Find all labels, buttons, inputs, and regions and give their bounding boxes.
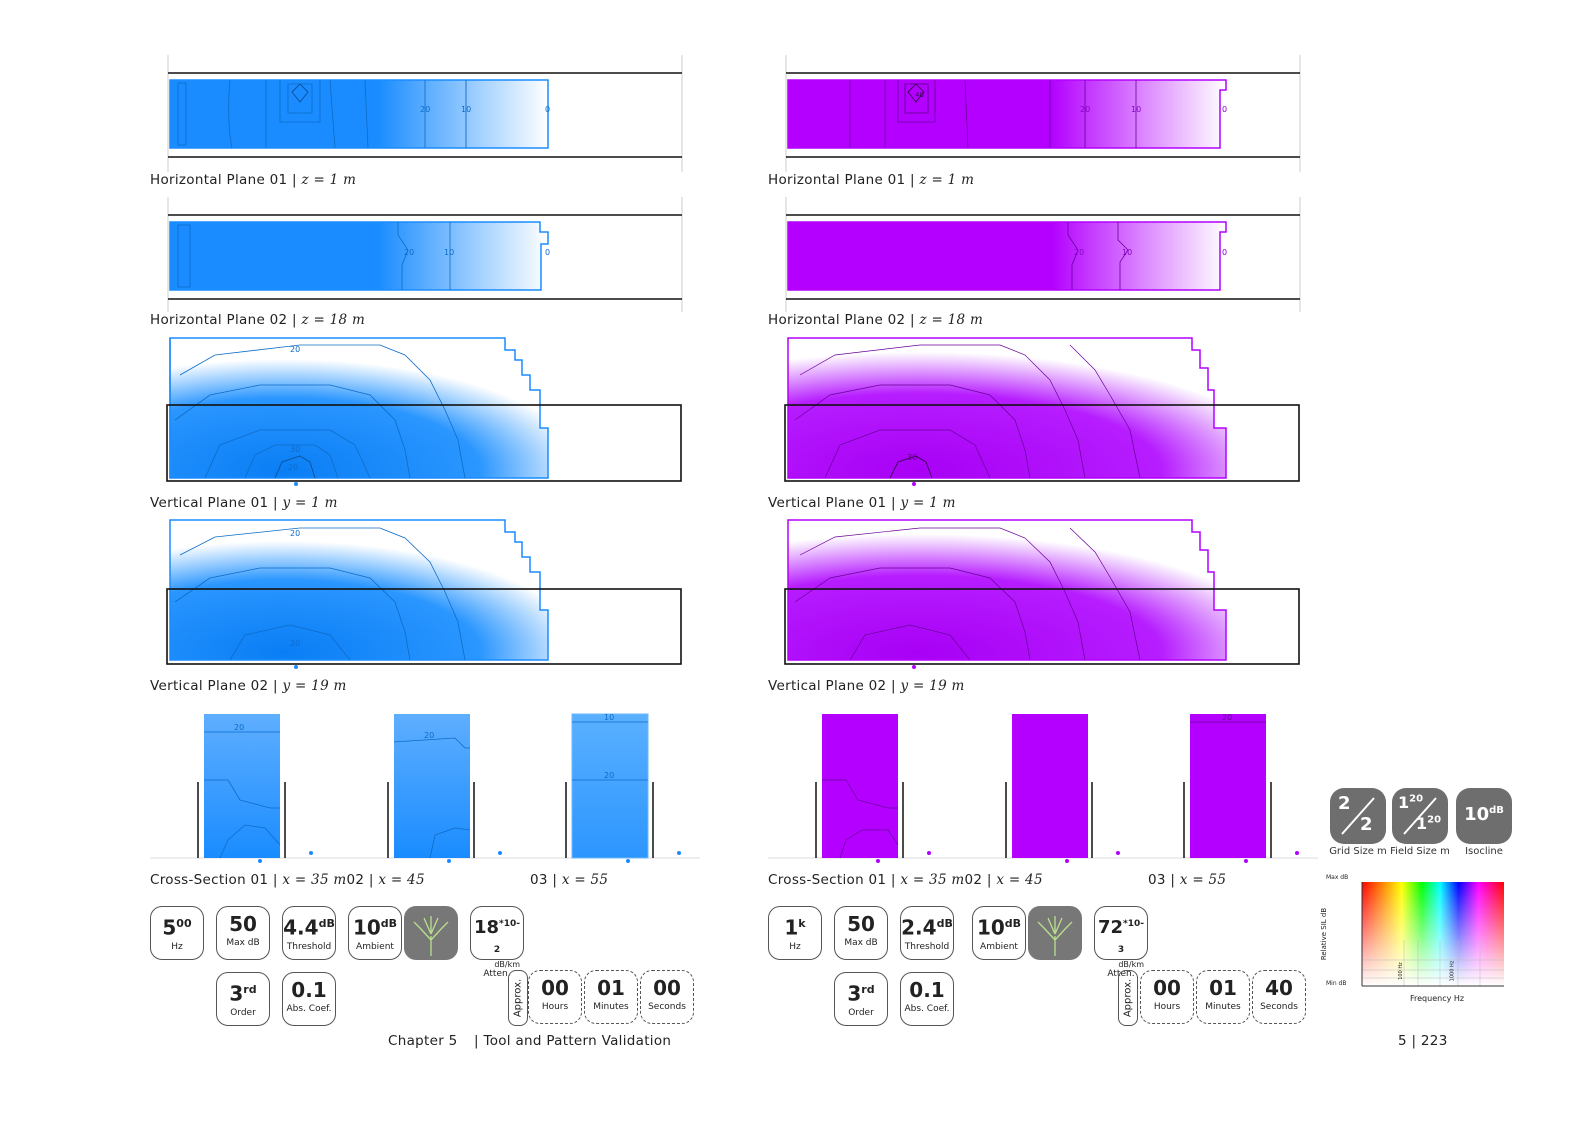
footer-section: | Tool and Pattern Validation: [474, 1033, 672, 1049]
right-approx-tag: Approx.: [1118, 970, 1138, 1026]
right-ambient-badge: 10dB Ambient: [972, 906, 1026, 960]
right-h2-label-20: 20: [1074, 248, 1084, 257]
spectrum-max-label: Max dB: [1326, 874, 1349, 881]
tree-icon: [404, 906, 458, 960]
left-frequency-badge: 500 Hz: [150, 906, 204, 960]
spectrum-min-label: Min dB: [1326, 980, 1347, 987]
right-v1-caption: Vertical Plane 01 | y = 1 m: [768, 495, 956, 511]
left-minutes-badge: 01 Minutes: [584, 970, 638, 1024]
right-h1-caption: Horizontal Plane 01 | z = 1 m: [768, 172, 975, 188]
left-h2-label-0: 0: [545, 248, 550, 257]
tree-icon: [1028, 906, 1082, 960]
left-order-badge: 3rd Order: [216, 972, 270, 1026]
right-minutes-badge: 01 Minutes: [1196, 970, 1250, 1024]
right-vertical-plane-02: [784, 519, 1300, 669]
right-threshold-badge: 2.4dB Threshold: [900, 906, 954, 960]
left-seconds-badge: 00 Seconds: [640, 970, 694, 1024]
right-v2-caption: Vertical Plane 02 | y = 19 m: [768, 678, 965, 694]
left-cs-label-d: 20: [604, 771, 614, 780]
right-seconds-badge: 40 Seconds: [1252, 970, 1306, 1024]
right-cs3-caption: 03 | x = 55: [1148, 872, 1227, 888]
right-cs-label: 20: [1222, 713, 1232, 722]
spectrum-x-label: Frequency Hz: [1410, 994, 1465, 1003]
right-v1-label: 30: [907, 453, 917, 462]
right-vertical-plane-01: 30: [784, 337, 1300, 486]
left-h2-caption: Horizontal Plane 02 | z = 18 m: [150, 312, 366, 328]
right-order-badge: 3rd Order: [834, 972, 888, 1026]
left-cs-label-c: 10: [604, 713, 614, 722]
spectrum-tick-1000: 1000 Hz: [1449, 960, 1456, 982]
left-h2-label-10: 10: [444, 248, 454, 257]
left-h1-label-10: 10: [461, 105, 471, 114]
right-h1-label-10: 10: [1131, 105, 1141, 114]
right-h1-label-20: 20: [1080, 105, 1090, 114]
left-cs-label-b: 20: [424, 731, 434, 740]
spectrum-y-label: Relative SIL dB: [1320, 907, 1329, 961]
right-cs-caption: Cross-Section 01 | x = 35 m02 | x = 45: [768, 872, 1043, 888]
left-horizontal-plane-01: 20 10 0: [167, 55, 683, 172]
frequency-spectrum-legend: [1361, 882, 1504, 987]
right-horizontal-plane-02: 20 10 0: [785, 197, 1301, 312]
spectrum-tick-100: 100 Hz: [1397, 962, 1404, 980]
left-cross-sections: 20 20 10 20: [150, 713, 700, 863]
right-h1-label-0: 0: [1222, 105, 1227, 114]
right-maxdb-badge: 50 Max dB: [834, 906, 888, 960]
left-v1-label-a: 20: [290, 345, 300, 354]
left-v1-label-c: 20: [288, 463, 298, 472]
left-ambient-badge: 10dB Ambient: [348, 906, 402, 960]
right-frequency-badge: 1k Hz: [768, 906, 822, 960]
left-v2-label-a: 20: [290, 529, 300, 538]
left-vertical-plane-02: 20 20: [166, 519, 682, 669]
right-abs-coef-badge: 0.1 Abs. Coef.: [900, 972, 954, 1026]
right-h2-label-0: 0: [1222, 248, 1227, 257]
left-v1-caption: Vertical Plane 01 | y = 1 m: [150, 495, 338, 511]
left-attenuation-badge: 18*10-2 dB/km Atten.: [470, 906, 524, 979]
left-v2-caption: Vertical Plane 02 | y = 19 m: [150, 678, 347, 694]
right-cross-sections: 20: [768, 713, 1318, 863]
left-v1-label-b: 30: [290, 445, 300, 454]
left-maxdb-badge: 50 Max dB: [216, 906, 270, 960]
field-size-icon: 120 120: [1392, 788, 1448, 844]
right-horizontal-plane-01: 40 20 10 0: [785, 55, 1301, 172]
left-h1-label-0: 0: [545, 105, 550, 114]
page-number: 5 | 223: [1398, 1033, 1448, 1049]
grid-size-icon: 2 2: [1330, 788, 1386, 844]
left-cs-caption: Cross-Section 01 | x = 35 m02 | x = 45: [150, 872, 425, 888]
left-cs-label-a: 20: [234, 723, 244, 732]
left-cs3-caption: 03 | x = 55: [530, 872, 609, 888]
left-v2-label-b: 20: [290, 639, 300, 648]
isocline-label: Isocline: [1465, 846, 1503, 857]
left-horizontal-plane-02: 20 10 0: [167, 197, 683, 312]
right-attenuation-badge: 72*10-3 dB/km Atten.: [1094, 906, 1148, 979]
isocline-icon: 10dB: [1456, 788, 1512, 844]
right-hours-badge: 00 Hours: [1140, 970, 1194, 1024]
left-abs-coef-badge: 0.1 Abs. Coef.: [282, 972, 336, 1026]
field-size-label: Field Size m: [1390, 846, 1450, 857]
left-threshold-badge: 4.4dB Threshold: [282, 906, 336, 960]
left-h1-label-20: 20: [420, 105, 430, 114]
left-hours-badge: 00 Hours: [528, 970, 582, 1024]
left-approx-tag: Approx.: [508, 970, 528, 1026]
right-h2-caption: Horizontal Plane 02 | z = 18 m: [768, 312, 984, 328]
left-h2-label-20: 20: [404, 248, 414, 257]
right-h1-label-40: 40: [915, 91, 924, 99]
left-vertical-plane-01: 20 30 20: [166, 337, 682, 486]
footer-chapter: Chapter 5: [388, 1033, 458, 1049]
left-h1-caption: Horizontal Plane 01 | z = 1 m: [150, 172, 357, 188]
right-h2-label-10: 10: [1122, 248, 1132, 257]
grid-size-label: Grid Size m: [1329, 846, 1387, 857]
